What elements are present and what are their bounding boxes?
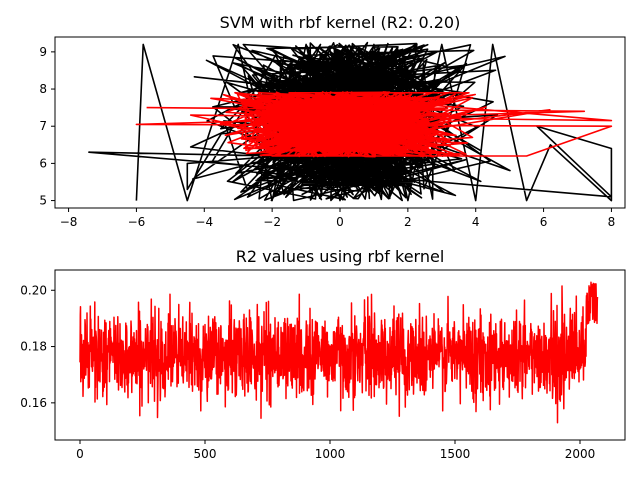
top-ytick-label: 5 — [39, 194, 47, 208]
bottom-xtick-label: 0 — [76, 447, 84, 461]
bottom-ytick-label: 0.18 — [20, 340, 47, 354]
bottom-xtick-label: 1000 — [315, 447, 346, 461]
plot-frame-bottom — [54, 269, 626, 441]
svm-prediction-chart: SVM with rbf kernel (R2: 0.20) −8 −6 −4 −2 0… — [39, 13, 626, 229]
series-r2-line — [79, 281, 599, 424]
top-xtick-label: 4 — [472, 215, 480, 229]
top-ytick-label: 6 — [39, 156, 47, 170]
top-ytick-label: 7 — [39, 119, 47, 133]
chart-title-r2: R2 values using rbf kernel — [236, 247, 445, 266]
svm-plot-area — [88, 41, 613, 202]
x-axis-ticks-bottom: 0 500 1000 1500 2000 — [76, 440, 595, 461]
top-xtick-label: 8 — [608, 215, 616, 229]
top-xtick-label: 2 — [404, 215, 412, 229]
y-axis-ticks-bottom: 0.16 0.18 0.20 — [20, 283, 55, 410]
bottom-ytick-label: 0.16 — [20, 396, 47, 410]
series-predicted-line — [135, 91, 613, 158]
top-xtick-label: −8 — [60, 215, 78, 229]
r2-plot-area — [79, 281, 599, 424]
top-xtick-label: −4 — [195, 215, 213, 229]
top-xtick-label: −6 — [128, 215, 146, 229]
top-ytick-label: 9 — [39, 45, 47, 59]
top-xtick-label: −2 — [263, 215, 281, 229]
bottom-xtick-label: 2000 — [565, 447, 596, 461]
x-axis-ticks-top: −8 −6 −4 −2 0 2 4 6 8 — [60, 208, 616, 229]
bottom-ytick-label: 0.20 — [20, 283, 47, 297]
r2-values-chart: R2 values using rbf kernel 0 500 1000 1500 2… — [20, 247, 626, 461]
top-xtick-label: 0 — [336, 215, 344, 229]
chart-title-svm: SVM with rbf kernel (R2: 0.20) — [220, 13, 461, 32]
top-ytick-label: 8 — [39, 82, 47, 96]
bottom-xtick-label: 1500 — [440, 447, 471, 461]
top-xtick-label: 6 — [540, 215, 548, 229]
bottom-xtick-label: 500 — [194, 447, 217, 461]
y-axis-ticks-top: 5 6 7 8 9 — [39, 45, 55, 208]
